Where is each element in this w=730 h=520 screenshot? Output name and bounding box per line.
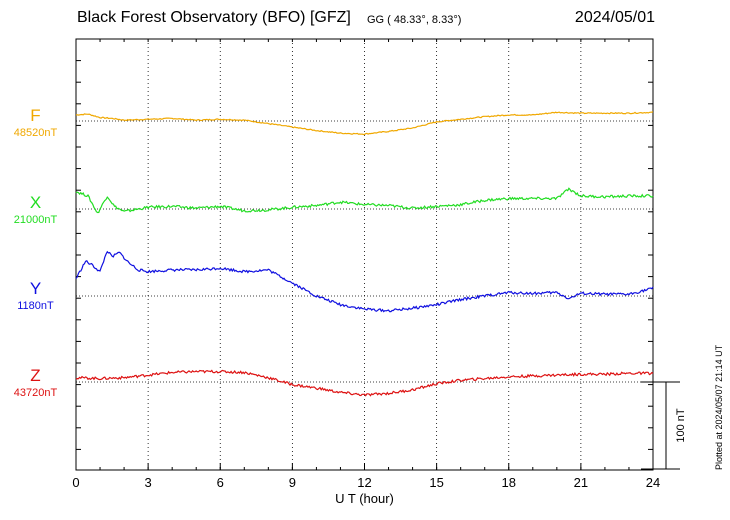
x-tick-label: 24 — [646, 475, 660, 490]
series-z-baseline: 43720nT — [13, 387, 58, 399]
series-line-z — [75, 369, 654, 397]
scale-bar-label: 100 nT — [675, 408, 687, 443]
series-x-label: X — [29, 193, 42, 212]
x-tick-label: 3 — [145, 475, 152, 490]
series-x-baseline: 21000nT — [13, 214, 58, 226]
plotted-timestamp: Plotted at 2024/05/07 21:14 UT — [714, 344, 724, 470]
series-f-label: F — [30, 106, 41, 125]
series-line-x — [75, 187, 654, 214]
station-coordinates: GG ( 48.33°, 8.33°) — [367, 14, 462, 26]
series-f-baseline: 48520nT — [13, 127, 58, 139]
series-z-label: Z — [30, 366, 41, 385]
series-y-label: Y — [29, 279, 42, 298]
x-tick-label: 15 — [429, 475, 443, 490]
chart-title: Black Forest Observatory (BFO) [GFZ] — [77, 9, 351, 26]
legend-x: X 21000nT — [0, 193, 71, 227]
legend-f: F 48520nT — [0, 106, 71, 140]
series-line-y — [75, 250, 654, 313]
x-tick-label: 9 — [289, 475, 296, 490]
x-tick-label: 12 — [357, 475, 371, 490]
legend-z: Z 43720nT — [0, 366, 71, 400]
x-tick-label: 0 — [72, 475, 79, 490]
x-axis-label: U T (hour) — [335, 491, 394, 506]
x-tick-label: 21 — [574, 475, 588, 490]
chart-date: 2024/05/01 — [574, 9, 655, 26]
legend-y: Y 1180nT — [0, 279, 71, 313]
x-tick-label: 18 — [502, 475, 516, 490]
series-y-baseline: 1180nT — [17, 300, 54, 312]
series-line-f — [75, 111, 654, 136]
x-tick-label: 6 — [217, 475, 224, 490]
